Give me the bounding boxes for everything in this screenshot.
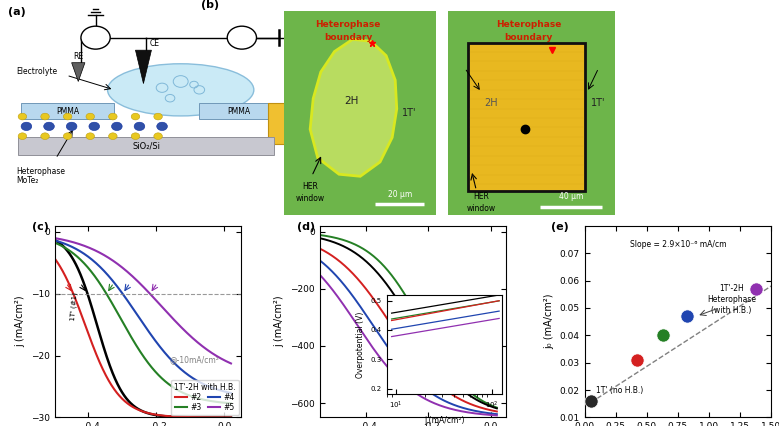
Circle shape [86,133,94,140]
Circle shape [108,113,117,120]
Circle shape [81,26,110,49]
Text: (a): (a) [8,7,26,17]
Text: HER: HER [302,182,318,191]
Circle shape [111,122,122,130]
Text: PMMA: PMMA [227,107,251,116]
Text: @-10mA/cm²: @-10mA/cm² [170,355,220,364]
Polygon shape [72,63,85,81]
Circle shape [66,122,77,130]
Text: SiO₂/Si: SiO₂/Si [132,141,160,150]
Circle shape [153,133,162,140]
Point [631,357,643,363]
Text: HER: HER [474,192,489,201]
Text: boundary: boundary [324,33,372,42]
Text: window: window [295,194,325,203]
Polygon shape [295,50,311,83]
FancyBboxPatch shape [21,104,115,119]
Circle shape [86,113,94,120]
Circle shape [44,122,55,130]
Text: I$_c$: I$_c$ [238,32,246,44]
Text: 1T' (#1): 1T' (#1) [70,291,79,321]
Circle shape [41,133,49,140]
Circle shape [227,26,256,49]
Circle shape [153,113,162,120]
Circle shape [18,113,26,120]
Legend: #2, #3, #4, #5: #2, #3, #4, #5 [171,380,239,415]
Polygon shape [310,39,397,176]
Point [657,332,669,339]
Text: 2H: 2H [485,98,499,108]
Text: WE: WE [314,48,326,57]
Circle shape [21,122,32,130]
Text: CE: CE [150,39,160,48]
Text: RE: RE [73,52,83,60]
Text: Heterophase: Heterophase [495,20,561,29]
Text: window: window [467,204,496,213]
Text: Heterophase: Heterophase [315,20,381,29]
Ellipse shape [108,64,254,116]
FancyBboxPatch shape [19,137,273,155]
Circle shape [108,133,117,140]
Text: (e): (e) [551,222,569,232]
Circle shape [63,133,72,140]
Circle shape [131,113,139,120]
Y-axis label: j₀ (mA/cm²): j₀ (mA/cm²) [544,294,554,349]
Circle shape [41,113,49,120]
Circle shape [131,133,139,140]
Circle shape [63,113,72,120]
Text: 40 μm: 40 μm [559,192,583,201]
Text: 1T': 1T' [591,98,606,108]
Text: Slope = 2.9×10⁻⁶ mA/cm: Slope = 2.9×10⁻⁶ mA/cm [629,240,726,250]
FancyBboxPatch shape [468,43,585,190]
Text: Cr/Au: Cr/Au [304,119,329,128]
FancyBboxPatch shape [199,104,279,119]
Text: (b): (b) [201,0,219,10]
Text: (c): (c) [32,222,49,232]
Text: Heterophase: Heterophase [16,167,65,176]
Point [584,397,597,404]
Text: 2H: 2H [344,95,358,106]
Y-axis label: j (mA/cm²): j (mA/cm²) [274,296,284,348]
Text: V: V [92,33,99,43]
FancyBboxPatch shape [269,104,365,144]
Text: boundary: boundary [504,33,552,42]
Text: 20 μm: 20 μm [388,190,412,199]
Y-axis label: j (mA/cm²): j (mA/cm²) [15,296,25,348]
Text: 1T': 1T' [402,108,416,118]
Point [680,313,693,320]
Circle shape [157,122,167,130]
Text: Electrolyte: Electrolyte [16,66,57,75]
Polygon shape [136,50,151,83]
Circle shape [89,122,100,130]
Text: PMMA: PMMA [56,107,79,116]
Circle shape [18,133,26,140]
Point [750,285,763,292]
Circle shape [134,122,145,130]
Text: MoTe₂: MoTe₂ [16,176,38,185]
Text: 1T' (no H.B.): 1T' (no H.B.) [596,386,643,394]
Text: 1T'-2H
Heterophase
(with H.B.): 1T'-2H Heterophase (with H.B.) [707,284,756,315]
Text: (d): (d) [297,222,315,232]
